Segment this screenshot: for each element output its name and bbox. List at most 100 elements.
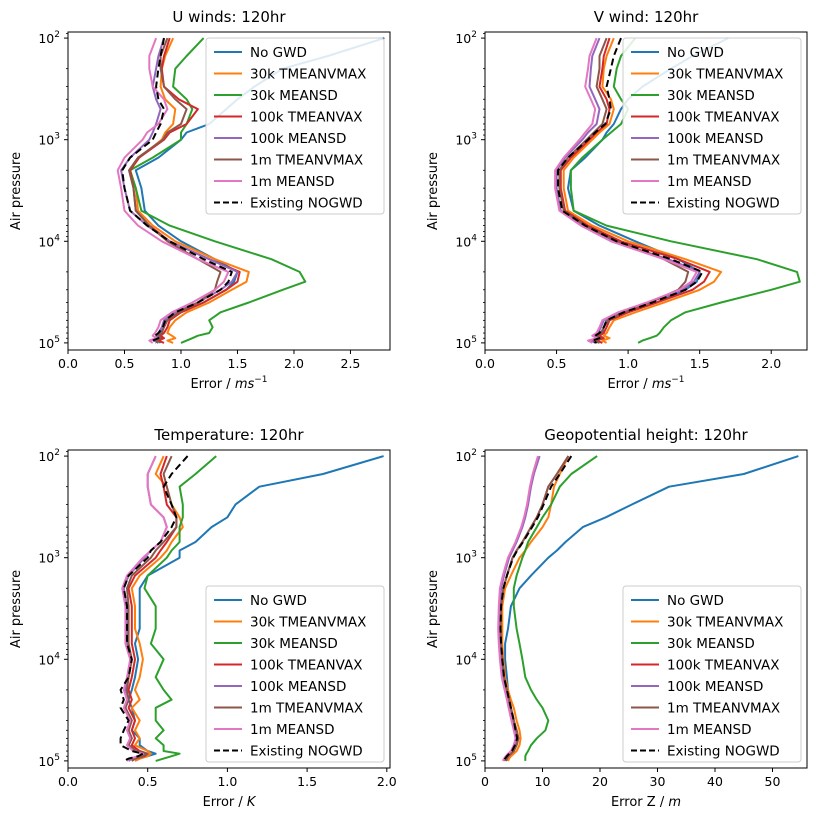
legend-label: 1m TMEANVMAX [250,701,363,717]
series-line-6 [128,37,222,344]
axes-frame [484,449,808,769]
x-tick-label: 40 [707,774,723,789]
x-tick-label: 1.5 [297,774,317,789]
legend-label: No GWD [250,593,307,609]
x-tick-label: 2.0 [761,356,781,371]
legend-item: Existing NOGWD [214,744,363,760]
axes-frame [67,31,391,351]
legend-item: 1m MEANSD [631,174,752,190]
series-line-2 [501,455,570,762]
legend-item: 100k MEANSD [631,679,763,695]
y-axis-label: Air pressure [9,570,24,648]
panel-4: Geopotential height: 120hr 0 10 20 30 40 50 102… [426,426,808,810]
legend-label: 1m TMEANVMAX [667,153,780,169]
legend-label: 30k MEANSD [667,636,755,652]
y-tick-label: 102 [455,30,477,46]
legend-item: 30k MEANSD [214,636,338,652]
y-tick-label: 105 [455,335,477,351]
legend-label: 100k TMEANVAX [250,658,363,674]
legend-item: No GWD [214,593,307,609]
legend-label: 1m TMEANVMAX [250,153,363,169]
legend-label: No GWD [250,45,307,61]
legend-item: 30k TMEANVMAX [631,615,783,631]
series-lines [497,455,799,762]
series-line-8 [119,455,189,762]
y-tick-label: 103 [455,550,477,566]
series-line-2 [562,37,723,344]
legend-label: No GWD [667,593,724,609]
chart-title: Temperature: 120hr [153,426,304,444]
x-axis-label: Error / ms−1 [190,375,267,392]
axes-frame [484,31,808,351]
y-axis-label: Air pressure [426,152,441,230]
legend-item: 100k TMEANVAX [214,110,363,126]
chart-title: Geopotential height: 120hr [544,426,748,444]
series-line-6 [558,37,690,344]
x-tick-label: 1.0 [217,774,237,789]
legend-box [622,585,802,763]
x-tick-label: 0.5 [547,356,567,371]
legend-item: 1m TMEANVMAX [631,153,780,169]
legend-item: 30k MEANSD [631,636,755,652]
legend-label: Existing NOGWD [250,196,363,212]
legend-label: 30k MEANSD [250,88,338,104]
legend-label: 30k MEANSD [250,636,338,652]
legend-item: Existing NOGWD [631,196,780,212]
legend-item: Existing NOGWD [214,196,363,212]
legend-label: 30k TMEANVMAX [250,67,366,83]
x-tick-label: 0.5 [138,774,158,789]
chart-title: V wind: 120hr [594,8,699,26]
legend-item: 1m TMEANVMAX [214,153,363,169]
legend-box [205,585,385,763]
y-tick-label: 105 [455,753,477,769]
series-line-7 [554,37,698,344]
y-tick-label: 102 [38,448,60,464]
legend-label: 1m MEANSD [667,174,752,190]
legend-label: 100k MEANSD [250,131,346,147]
legend-item: 1m MEANSD [631,722,752,738]
series-line-2 [129,37,250,344]
x-tick-label: 2.5 [341,356,361,371]
series-line-7 [121,455,168,762]
legend-box [205,37,385,215]
x-tick-label: 0.0 [475,356,495,371]
legend-label: Existing NOGWD [250,744,363,760]
x-tick-label: 0 [481,774,489,789]
x-axis-label: Error / K [203,795,257,810]
y-tick-label: 103 [455,132,477,148]
series-line-4 [559,37,711,344]
panel-1: U winds: 120hr 0.0 0.5 1.0 1.5 2.0 2.5 102 103 10… [9,8,391,392]
legend: No GWD 30k TMEANVMAX 30k MEANSD 100k TMEANV… [622,37,802,215]
x-tick-label: 10 [535,774,551,789]
legend-label: 30k TMEANVMAX [667,67,783,83]
x-tick-label: 0.5 [115,356,135,371]
y-tick-label: 103 [38,132,60,148]
x-tick-label: 2.0 [377,774,397,789]
legend-item: 1m TMEANVMAX [631,701,780,717]
legend-label: 30k TMEANVMAX [667,615,783,631]
x-tick-label: 20 [592,774,608,789]
legend-label: 100k TMEANVAX [667,658,780,674]
x-tick-label: 2.0 [284,356,304,371]
legend-label: No GWD [667,45,724,61]
legend-item: 100k MEANSD [214,131,346,147]
panel-3: Temperature: 120hr 0.0 0.5 1.0 1.5 2.0 102 103 1… [9,426,397,810]
legend: No GWD 30k TMEANVMAX 30k MEANSD 100k TMEANV… [205,37,385,215]
series-line-3 [143,455,217,762]
x-tick-label: 1.5 [690,356,710,371]
series-lines [116,37,385,344]
x-tick-label: 1.0 [618,356,638,371]
x-axis-label: Error Z / m [611,795,681,810]
x-tick-label: 30 [650,774,666,789]
legend-item: 30k MEANSD [631,88,755,104]
legend-item: 30k TMEANVMAX [214,615,366,631]
legend-label: 100k TMEANVAX [250,110,363,126]
legend-item: 30k TMEANVMAX [631,67,783,83]
legend: No GWD 30k TMEANVMAX 30k MEANSD 100k TMEANV… [622,585,802,763]
series-line-3 [512,455,598,761]
series-line-8 [121,37,233,344]
legend-item: No GWD [631,593,724,609]
x-axis-label: Error / ms−1 [607,375,684,392]
legend-label: 100k MEANSD [667,679,763,695]
